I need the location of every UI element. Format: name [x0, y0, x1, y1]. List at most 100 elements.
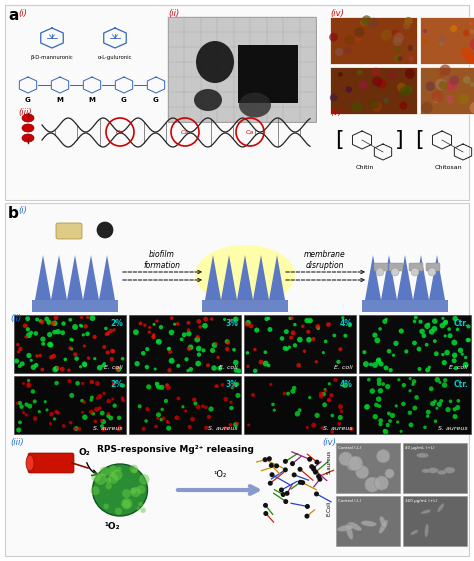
Circle shape — [338, 404, 343, 409]
Circle shape — [67, 379, 72, 383]
Circle shape — [408, 45, 413, 51]
Circle shape — [311, 467, 316, 472]
Circle shape — [31, 365, 36, 370]
Circle shape — [268, 481, 273, 486]
Circle shape — [130, 488, 137, 494]
Circle shape — [344, 35, 355, 45]
Circle shape — [93, 420, 97, 423]
Circle shape — [27, 384, 31, 388]
Circle shape — [311, 422, 316, 427]
Circle shape — [215, 384, 219, 388]
Circle shape — [49, 355, 53, 360]
Circle shape — [18, 401, 22, 406]
Text: Control (-L): Control (-L) — [338, 446, 361, 450]
Circle shape — [137, 507, 140, 511]
Circle shape — [297, 337, 303, 343]
Circle shape — [395, 404, 398, 408]
Circle shape — [342, 383, 348, 388]
Bar — [14, 315, 126, 373]
Circle shape — [452, 316, 458, 321]
Circle shape — [26, 332, 32, 338]
Circle shape — [121, 357, 124, 361]
Ellipse shape — [438, 470, 446, 475]
Circle shape — [90, 398, 93, 402]
Circle shape — [427, 323, 430, 325]
Circle shape — [338, 415, 343, 420]
Circle shape — [56, 411, 60, 415]
Circle shape — [83, 344, 86, 347]
Circle shape — [351, 427, 354, 430]
Circle shape — [118, 425, 121, 429]
Circle shape — [383, 98, 389, 103]
Circle shape — [253, 369, 257, 373]
Circle shape — [226, 341, 230, 345]
Circle shape — [156, 412, 161, 417]
Circle shape — [23, 323, 27, 328]
Circle shape — [344, 47, 352, 54]
Circle shape — [74, 426, 79, 431]
Text: Ctr.: Ctr. — [453, 380, 468, 389]
Circle shape — [110, 349, 115, 353]
Circle shape — [236, 393, 240, 398]
Circle shape — [373, 414, 378, 419]
FancyBboxPatch shape — [426, 263, 440, 271]
Text: (ii): (ii) — [10, 314, 21, 323]
Circle shape — [25, 402, 29, 407]
Circle shape — [187, 328, 190, 332]
Circle shape — [82, 361, 87, 367]
Bar — [32, 300, 118, 312]
Circle shape — [140, 508, 146, 513]
Circle shape — [145, 347, 149, 351]
Circle shape — [166, 421, 170, 424]
Circle shape — [188, 344, 193, 350]
Circle shape — [343, 334, 347, 338]
Circle shape — [142, 426, 146, 431]
Circle shape — [394, 54, 402, 62]
Circle shape — [446, 95, 455, 104]
Circle shape — [338, 72, 343, 76]
Circle shape — [369, 362, 373, 366]
Circle shape — [16, 343, 19, 346]
Circle shape — [292, 386, 296, 390]
Circle shape — [166, 426, 171, 431]
Circle shape — [438, 35, 446, 42]
Circle shape — [392, 353, 395, 357]
Circle shape — [470, 39, 474, 50]
Circle shape — [348, 456, 363, 471]
Ellipse shape — [417, 453, 428, 458]
Circle shape — [387, 412, 391, 415]
Circle shape — [246, 365, 250, 368]
Circle shape — [154, 367, 157, 370]
Circle shape — [397, 82, 406, 92]
Circle shape — [330, 430, 334, 434]
Circle shape — [315, 324, 320, 329]
Circle shape — [39, 319, 43, 323]
Circle shape — [167, 347, 171, 350]
Circle shape — [324, 389, 327, 393]
Circle shape — [105, 333, 108, 336]
Circle shape — [225, 347, 229, 351]
Circle shape — [90, 315, 95, 321]
Ellipse shape — [444, 467, 455, 473]
Circle shape — [19, 404, 24, 409]
Polygon shape — [205, 255, 221, 300]
Polygon shape — [221, 255, 237, 300]
Polygon shape — [269, 255, 285, 300]
Bar — [129, 315, 241, 373]
Polygon shape — [83, 255, 99, 300]
Circle shape — [146, 407, 150, 411]
Circle shape — [234, 367, 239, 373]
Circle shape — [372, 76, 383, 87]
Circle shape — [424, 323, 430, 329]
Circle shape — [283, 499, 288, 504]
Circle shape — [85, 332, 90, 336]
Circle shape — [386, 423, 390, 427]
Circle shape — [376, 449, 390, 463]
Circle shape — [211, 342, 217, 348]
Circle shape — [98, 406, 102, 410]
Circle shape — [362, 350, 366, 354]
Circle shape — [322, 402, 327, 407]
Circle shape — [167, 347, 171, 351]
Circle shape — [91, 381, 94, 384]
Polygon shape — [99, 255, 115, 300]
